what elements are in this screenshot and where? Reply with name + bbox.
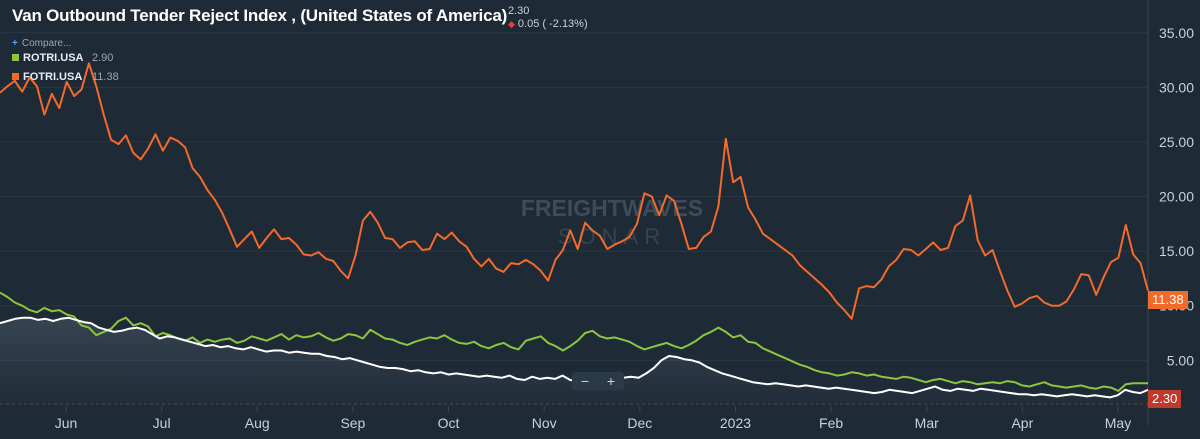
x-tick-label: Apr <box>1011 415 1033 431</box>
y-tick-label: 20.00 <box>1159 189 1194 205</box>
zoom-out-button[interactable]: − <box>580 373 590 389</box>
legend-value: 2.90 <box>92 52 114 64</box>
legend-swatch <box>12 54 19 61</box>
y-tick-label: 30.00 <box>1159 79 1194 95</box>
compare-button[interactable]: + Compare... <box>12 38 71 49</box>
x-tick-label: Aug <box>245 415 270 431</box>
x-tick-label: Oct <box>438 415 460 431</box>
last-value: 2.30 <box>508 5 530 17</box>
x-tick-label: Nov <box>532 415 557 431</box>
legend-code: ROTRI.USA <box>23 52 84 64</box>
y-tick-label: 15.00 <box>1159 243 1194 259</box>
change-value: ◆ 0.05 ( -2.13%) <box>508 18 588 30</box>
legend-item-rotri[interactable]: ROTRI.USA 2.90 <box>12 52 113 64</box>
legend-swatch <box>12 73 19 80</box>
series-line-rotri-usa <box>0 291 1148 392</box>
y-tick-label: 25.00 <box>1159 134 1194 150</box>
x-tick-label: Mar <box>915 415 939 431</box>
x-tick-label: Dec <box>627 415 652 431</box>
watermark-line2: SONAR <box>558 224 666 249</box>
x-tick-label: Jul <box>153 415 171 431</box>
plus-icon: + <box>12 38 18 49</box>
zoom-in-button[interactable]: + <box>606 373 616 389</box>
x-tick-label: 2023 <box>720 415 751 431</box>
compare-label: Compare... <box>21 38 72 49</box>
legend-value: 11.38 <box>92 71 119 83</box>
legend-item-fotri[interactable]: FOTRI.USA 11.38 <box>12 71 119 83</box>
watermark: FREIGHTWAVES SONAR <box>521 195 703 249</box>
fotri-last-tag: 11.38 <box>1148 291 1188 309</box>
y-tick-label: 5.00 <box>1167 352 1194 368</box>
change-text: 0.05 ( -2.13%) <box>517 18 588 30</box>
x-tick-label: Sep <box>340 415 365 431</box>
zoom-controls: − + <box>572 372 624 390</box>
y-tick-label: 35.00 <box>1159 25 1194 41</box>
x-tick-label: May <box>1105 415 1131 431</box>
x-tick-label: Feb <box>819 415 843 431</box>
legend-code: FOTRI.USA <box>23 71 83 83</box>
series-line-fotri-usa <box>0 62 1149 320</box>
chart-title: Van Outbound Tender Reject Index , (Unit… <box>12 6 508 25</box>
votri-last-tag: 2.30 <box>1148 390 1182 408</box>
x-tick-label: Jun <box>55 415 78 431</box>
votri-area <box>0 317 1148 404</box>
down-arrow-icon: ◆ <box>508 19 515 29</box>
